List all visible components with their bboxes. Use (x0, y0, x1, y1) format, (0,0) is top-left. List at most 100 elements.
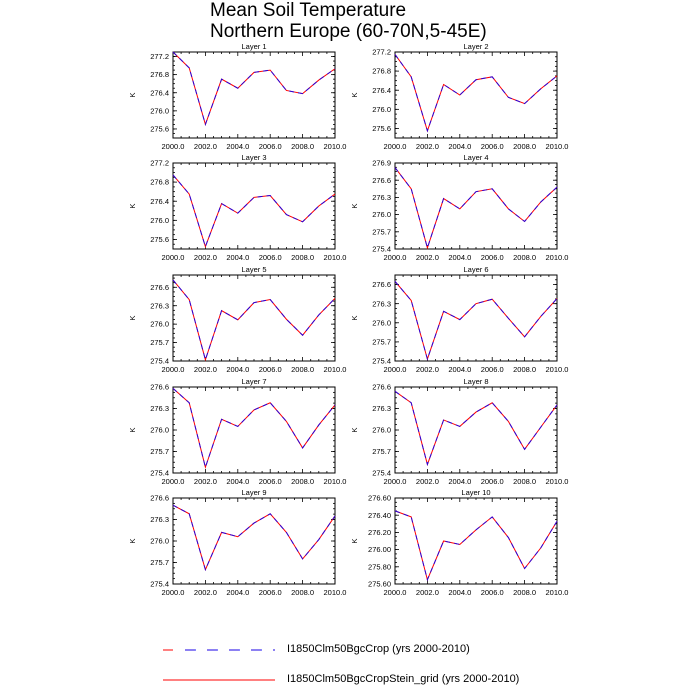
panel-title: Layer 8 (463, 377, 488, 386)
y-tick-label: 276.0 (150, 426, 169, 435)
panel-layer-5: Layer 5 K 2000.0 2002.0 2004.0 2006.0 2008.0 20… (128, 265, 346, 374)
x-tick-label: 2004.0 (448, 142, 471, 151)
x-tick-label: 2004.0 (448, 477, 471, 486)
y-tick-label: 276.9 (372, 159, 391, 168)
x-tick-label: 2000.0 (162, 253, 185, 262)
x-tick-label: 2006.0 (481, 477, 504, 486)
x-tick-label: 2004.0 (226, 253, 249, 262)
y-axis-label: K (128, 92, 137, 97)
x-tick-label: 2004.0 (226, 142, 249, 151)
panel-title: Layer 7 (241, 377, 266, 386)
plot-frame (394, 162, 558, 250)
x-tick-label: 2008.0 (513, 142, 536, 151)
x-tick-label: 2002.0 (194, 588, 217, 597)
y-axis-label: K (128, 427, 137, 432)
y-tick-label: 276.0 (150, 320, 169, 329)
panel-title: Layer 3 (241, 153, 266, 162)
y-tick-label: 275.4 (150, 469, 169, 478)
y-tick-label: 275.7 (372, 447, 391, 456)
y-tick-label: 276.3 (372, 193, 391, 202)
y-tick-label: 276.0 (372, 318, 391, 327)
series-line-stein (172, 174, 336, 249)
panel-title: Layer 9 (241, 488, 266, 497)
y-tick-label: 275.80 (368, 562, 391, 571)
x-tick-label: 2002.0 (194, 365, 217, 374)
y-tick-label: 275.6 (150, 235, 169, 244)
y-tick-label: 276.6 (150, 383, 169, 392)
y-axis-label: K (128, 315, 137, 320)
y-axis-label: K (128, 203, 137, 208)
plot-frame (172, 386, 336, 474)
y-tick-label: 275.7 (150, 558, 169, 567)
x-tick-label: 2002.0 (416, 477, 439, 486)
y-tick-label: 276.8 (372, 67, 391, 76)
x-tick-label: 2006.0 (259, 365, 282, 374)
plot-frame (394, 497, 558, 585)
y-tick-label: 275.4 (372, 469, 391, 478)
y-axis-label: K (350, 203, 359, 208)
x-tick-label: 2004.0 (226, 365, 249, 374)
y-tick-label: 276.40 (368, 511, 391, 520)
x-tick-label: 2008.0 (513, 365, 536, 374)
series-line-crop (172, 174, 336, 249)
y-axis-label: K (350, 538, 359, 543)
y-tick-label: 276.0 (372, 105, 391, 114)
y-tick-label: 276.3 (150, 301, 169, 310)
plot-frame (394, 386, 558, 474)
x-tick-label: 2010.0 (546, 477, 569, 486)
panel-title: Layer 10 (461, 488, 490, 497)
y-tick-label: 276.8 (150, 178, 169, 187)
x-tick-label: 2000.0 (384, 253, 407, 262)
x-tick-label: 2004.0 (448, 365, 471, 374)
y-tick-label: 275.4 (372, 357, 391, 366)
series-line-crop (394, 167, 558, 250)
x-tick-label: 2004.0 (448, 253, 471, 262)
y-tick-label: 276.0 (150, 537, 169, 546)
y-tick-label: 275.6 (150, 125, 169, 134)
x-tick-label: 2006.0 (259, 142, 282, 151)
chart-title: Mean Soil Temperature Northern Europe (6… (210, 0, 487, 42)
x-tick-label: 2000.0 (162, 588, 185, 597)
plot-frame (394, 51, 558, 139)
x-tick-label: 2004.0 (226, 477, 249, 486)
x-tick-label: 2002.0 (194, 253, 217, 262)
plot-frame (172, 162, 336, 250)
y-tick-label: 276.0 (372, 426, 391, 435)
y-tick-label: 276.60 (368, 494, 391, 503)
y-tick-label: 276.6 (372, 176, 391, 185)
y-tick-label: 276.6 (372, 383, 391, 392)
y-axis-label: K (350, 315, 359, 320)
x-tick-label: 2002.0 (416, 365, 439, 374)
x-tick-label: 2006.0 (481, 588, 504, 597)
x-tick-label: 2000.0 (384, 142, 407, 151)
y-tick-label: 275.6 (372, 124, 391, 133)
panel-layer-8: Layer 8 K 2000.0 2002.0 2004.0 2006.0 2008.0 20… (350, 377, 568, 486)
panel-layer-10: Layer 10 K 2000.0 2002.0 2004.0 2006.0 2008.0 2… (350, 488, 568, 597)
series-line-stein (394, 167, 558, 250)
x-tick-label: 2008.0 (291, 142, 314, 151)
series-line-crop (172, 504, 336, 572)
y-tick-label: 275.4 (150, 580, 169, 589)
series-line-crop (172, 279, 336, 362)
x-tick-label: 2010.0 (324, 477, 347, 486)
series-line-stein (172, 504, 336, 572)
y-axis-label: K (350, 92, 359, 97)
panel-title: Layer 6 (463, 265, 488, 274)
series-line-crop (172, 51, 336, 127)
x-tick-label: 2002.0 (194, 477, 217, 486)
series-line-crop (394, 510, 558, 582)
y-tick-label: 275.7 (150, 338, 169, 347)
y-tick-label: 276.4 (372, 86, 391, 95)
x-tick-label: 2002.0 (194, 142, 217, 151)
y-tick-label: 276.3 (372, 404, 391, 413)
panel-title: Layer 4 (463, 153, 488, 162)
series-line-stein (172, 388, 336, 470)
x-tick-label: 2006.0 (259, 588, 282, 597)
y-tick-label: 276.20 (368, 528, 391, 537)
y-tick-label: 276.6 (150, 283, 169, 292)
panel-layer-6: Layer 6 K 2000.0 2002.0 2004.0 2006.0 2008.0 20… (350, 265, 568, 374)
series-line-crop (394, 281, 558, 361)
y-tick-label: 275.4 (372, 245, 391, 254)
x-tick-label: 2010.0 (546, 365, 569, 374)
chart-title-line2: Northern Europe (60-70N,5-45E) (210, 21, 487, 42)
